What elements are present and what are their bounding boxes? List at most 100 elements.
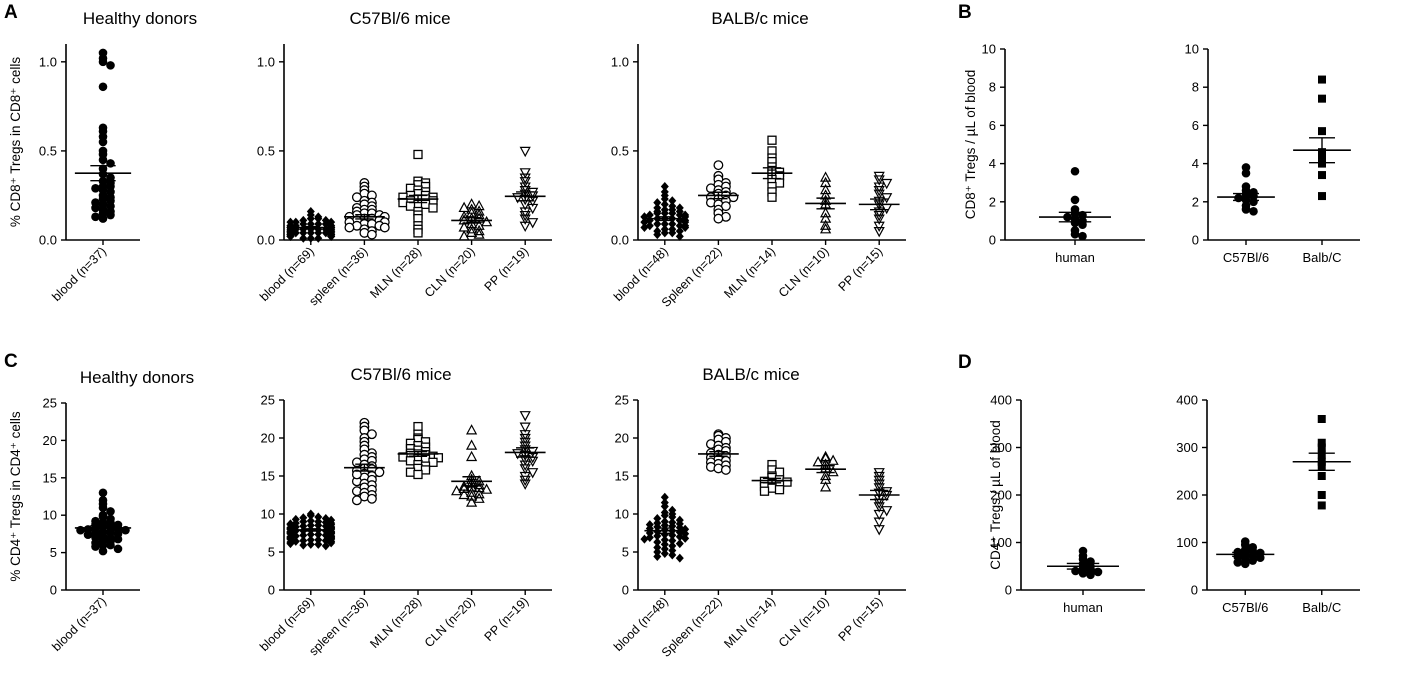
- data-point: [653, 547, 662, 557]
- x-tick-label: human: [1055, 250, 1095, 265]
- data-point: [759, 486, 770, 496]
- y-tick-label: 0: [622, 583, 629, 598]
- data-point: [98, 540, 108, 550]
- data-point: [1240, 559, 1250, 569]
- data-point: [873, 502, 885, 513]
- data-point: [653, 230, 662, 240]
- data-point: [668, 208, 677, 218]
- data-point: [668, 512, 677, 522]
- data-point: [306, 530, 315, 540]
- data-point: [713, 213, 724, 224]
- data-point: [873, 175, 885, 186]
- data-point: [314, 530, 323, 540]
- data-point: [106, 540, 115, 550]
- data-point: [91, 542, 100, 551]
- x-tick-label: MLN (n=28): [367, 594, 424, 651]
- y-tick-label: 5: [622, 545, 629, 560]
- data-point: [351, 469, 362, 480]
- plot-b1: CD8⁺ Tregs / µL of blood 0 2 4 6 8 10 human: [963, 42, 1145, 265]
- data-point: [480, 483, 493, 494]
- data-point: [1317, 472, 1326, 480]
- plot-d2: 0 100 200 300 400 C57Bl/6 Balb/C: [1176, 393, 1360, 615]
- data-point: [527, 187, 539, 199]
- data-point: [113, 544, 123, 554]
- y-tick-label: 0: [268, 583, 275, 598]
- data-point: [366, 229, 377, 240]
- y-tick-label: 6: [989, 118, 996, 133]
- y-tick-label: 25: [261, 393, 275, 408]
- data-point: [306, 233, 315, 243]
- data-point: [428, 203, 438, 213]
- data-point: [527, 468, 539, 479]
- data-point: [473, 492, 485, 503]
- x-tick-label: MLN (n=14): [721, 244, 778, 301]
- data-point: [675, 553, 684, 563]
- data-point: [465, 496, 478, 507]
- y-tick-label: 10: [615, 507, 629, 522]
- data-point: [405, 456, 416, 466]
- data-point: [106, 61, 115, 70]
- data-point: [873, 509, 885, 521]
- data-point: [405, 467, 416, 477]
- data-point: [660, 511, 669, 521]
- data-point: [286, 231, 295, 241]
- data-point: [527, 218, 539, 229]
- data-point: [1317, 501, 1326, 510]
- data-point: [314, 214, 323, 224]
- data-point: [653, 219, 662, 229]
- data-point: [774, 467, 785, 477]
- data-point: [519, 479, 531, 490]
- data-point: [881, 506, 893, 517]
- data-point: [1241, 168, 1251, 178]
- data-point: [668, 219, 677, 229]
- data-point: [873, 488, 885, 499]
- data-point: [767, 135, 777, 145]
- data-point: [1317, 491, 1326, 499]
- data-point: [98, 488, 108, 498]
- data-point: [458, 230, 470, 241]
- y-tick-label: 1.0: [257, 54, 275, 69]
- data-point: [106, 210, 115, 220]
- data-point: [314, 539, 323, 549]
- data-point: [327, 538, 336, 548]
- y-tick-label: 6: [1192, 118, 1199, 133]
- data-point: [519, 207, 531, 218]
- data-point: [819, 207, 832, 218]
- data-point: [653, 208, 662, 218]
- data-point: [113, 534, 123, 544]
- y-tick-label: 1.0: [39, 54, 57, 69]
- x-tick-label: PP (n=15): [836, 594, 886, 644]
- y-tick-label: 10: [43, 508, 57, 523]
- data-point: [660, 530, 669, 540]
- data-point: [519, 214, 531, 225]
- data-point: [465, 490, 478, 501]
- data-point: [881, 193, 893, 204]
- data-point: [473, 224, 485, 236]
- y-tick-label: 2: [989, 194, 996, 209]
- data-point: [819, 452, 832, 463]
- data-point: [668, 545, 677, 555]
- data-point: [519, 189, 531, 200]
- data-point: [306, 511, 315, 521]
- data-point: [1086, 570, 1095, 580]
- data-point: [819, 219, 832, 230]
- data-point: [873, 525, 885, 536]
- data-point: [480, 215, 493, 227]
- y-tick-label: 15: [43, 470, 57, 485]
- x-tick-label: CLN (n=10): [776, 244, 832, 300]
- x-tick-label: PP (n=19): [482, 594, 532, 644]
- x-tick-label: blood (n=69): [257, 594, 317, 654]
- data-point: [299, 530, 308, 540]
- data-point: [512, 449, 524, 460]
- data-point: [819, 469, 832, 481]
- data-point: [668, 541, 677, 551]
- data-point: [306, 516, 315, 526]
- data-point: [98, 503, 108, 513]
- data-point: [1070, 229, 1080, 239]
- data-point: [314, 228, 323, 238]
- panel-letter-a: A: [4, 2, 18, 23]
- data-point: [873, 186, 885, 197]
- data-point: [1071, 566, 1080, 576]
